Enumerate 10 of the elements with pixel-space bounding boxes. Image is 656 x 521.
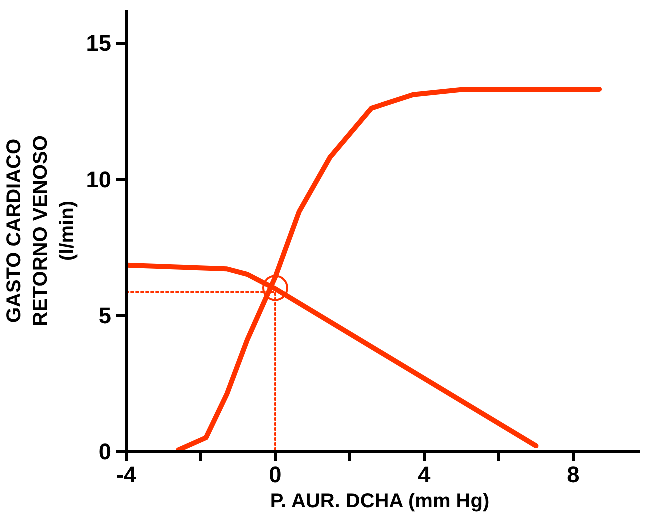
x-axis-title: P. AUR. DCHA (mm Hg) bbox=[270, 490, 490, 512]
x-tick-label: 4 bbox=[418, 462, 432, 488]
y-axis-title: GASTO CARDIACO RETORNO VENOSO (l/min) bbox=[4, 136, 78, 326]
y-tick-label: 15 bbox=[86, 30, 112, 56]
x-tick-label: 8 bbox=[567, 462, 580, 488]
y-tick-label: 5 bbox=[98, 302, 112, 328]
y-tick-label: 10 bbox=[86, 166, 112, 192]
y-tick-label: 0 bbox=[98, 438, 112, 464]
x-tick-label: -4 bbox=[116, 462, 137, 488]
x-tick-label: 0 bbox=[269, 462, 282, 488]
